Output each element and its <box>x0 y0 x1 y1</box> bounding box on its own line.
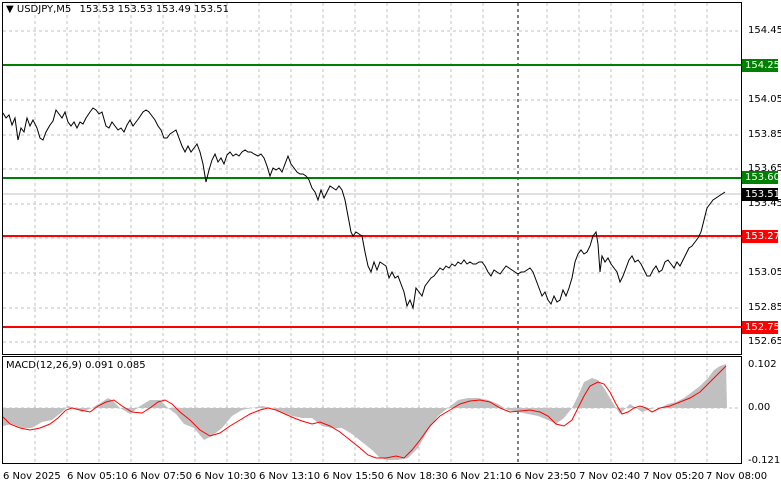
price-label: 154.05 <box>748 94 781 105</box>
time-label: 7 Nov 08:00 <box>706 471 768 482</box>
price-label: 153.85 <box>748 129 781 140</box>
time-label: 7 Nov 02:40 <box>579 471 641 482</box>
price-line <box>2 107 726 310</box>
price-label: 152.85 <box>748 302 781 313</box>
price-label: 152.65 <box>748 336 781 347</box>
time-label: 7 Nov 05:20 <box>643 471 705 482</box>
level-tag-152-75: 152.75 <box>742 321 780 334</box>
macd-signal-line <box>2 365 727 459</box>
current-price-tag: 153.51 <box>742 188 780 201</box>
time-label: 6 Nov 2025 <box>3 471 61 482</box>
level-tag-153-27: 153.27 <box>742 230 780 243</box>
time-label: 6 Nov 21:10 <box>451 471 513 482</box>
triangle-down-icon[interactable]: ▼ <box>6 4 14 15</box>
ohlc-values: 153.53 153.53 153.49 153.51 <box>79 4 229 15</box>
price-label: 153.05 <box>748 267 781 278</box>
time-label: 6 Nov 10:30 <box>195 471 257 482</box>
time-label: 6 Nov 07:50 <box>131 471 193 482</box>
time-label: 6 Nov 23:50 <box>515 471 577 482</box>
horizontal-grid <box>3 30 741 409</box>
macd-axis-label: -0.121 <box>748 455 781 466</box>
chart-title: ▼ USDJPY,M5 153.53 153.53 153.49 153.51 <box>6 4 229 15</box>
price-label: 153.45 <box>748 198 781 209</box>
price-label: 153.65 <box>748 163 781 174</box>
macd-axis-label: 0.102 <box>748 359 777 370</box>
macd-axis-label: 0.00 <box>748 402 771 413</box>
time-label: 6 Nov 05:10 <box>67 471 129 482</box>
price-label: 154.45 <box>748 25 781 36</box>
level-tag-153-60: 153.60 <box>742 171 780 184</box>
symbol-label: USDJPY,M5 <box>16 4 72 15</box>
time-label: 6 Nov 13:10 <box>259 471 321 482</box>
macd-histogram <box>3 364 727 460</box>
level-tag-154-25: 154.25 <box>742 59 780 72</box>
time-label: 6 Nov 15:50 <box>323 471 385 482</box>
time-label: 6 Nov 18:30 <box>387 471 449 482</box>
macd-title: MACD(12,26,9) 0.091 0.085 <box>6 360 146 371</box>
